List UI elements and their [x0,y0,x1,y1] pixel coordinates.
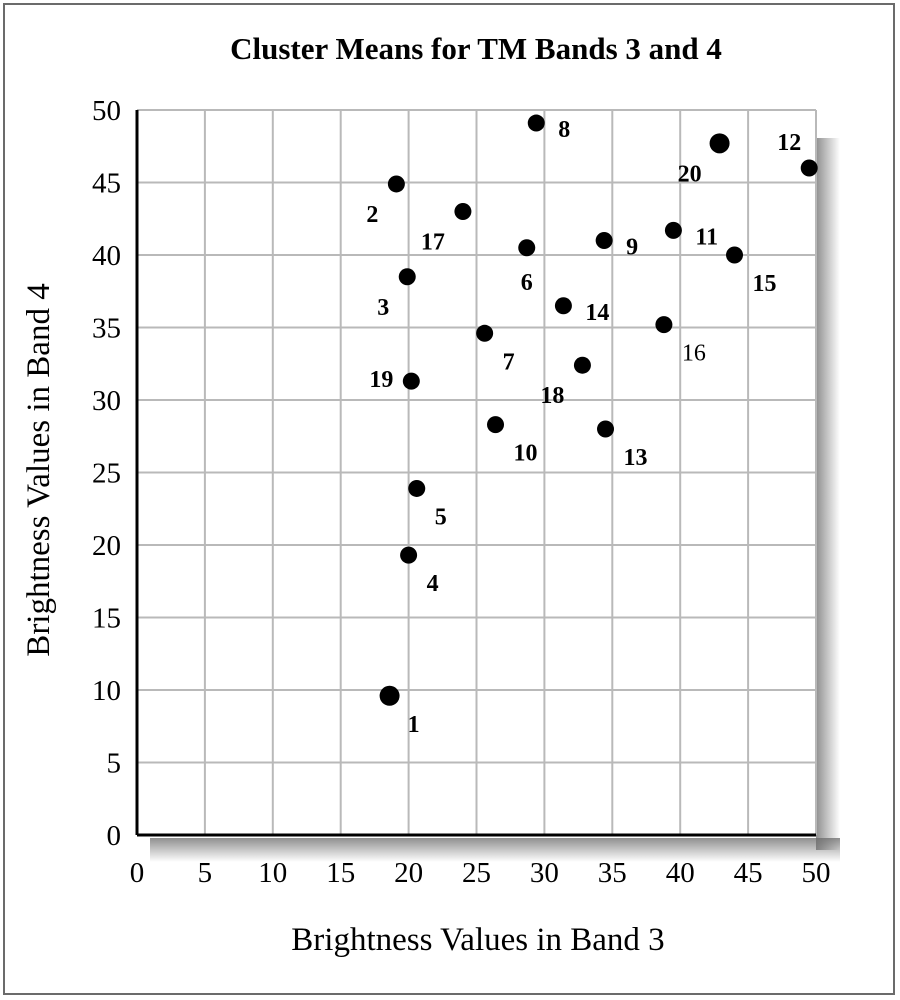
y-axis-label: Brightness Values in Band 4 [21,283,57,656]
data-point-2 [387,175,405,193]
data-label-13: 13 [624,445,648,471]
data-point-6 [518,239,536,257]
x-tick-label: 20 [394,857,423,889]
y-tick-label: 35 [92,313,121,345]
data-point-3 [398,268,416,286]
data-point-8 [527,114,545,132]
x-tick-label: 15 [326,857,355,889]
data-point-19 [402,372,420,390]
y-tick-label: 50 [92,95,121,127]
data-label-1: 1 [408,712,420,738]
y-tick-label: 5 [107,748,122,780]
data-label-19: 19 [369,367,393,393]
plot-shadow-right [816,138,840,850]
data-point-20 [709,133,730,154]
x-tick-label: 0 [130,857,145,889]
x-tick-labels: 0 5 10 15 20 25 30 35 40 45 50 [130,857,831,889]
y-tick-label: 15 [92,603,121,635]
data-point-9 [595,232,613,249]
x-tick-label: 30 [530,857,559,889]
data-label-14: 14 [585,300,609,326]
data-point-1 [379,685,400,706]
data-point-7 [476,324,494,342]
data-label-7: 7 [503,349,515,375]
data-point-16 [655,316,673,334]
x-tick-label: 45 [734,857,763,889]
data-label-11: 11 [695,224,718,250]
data-label-3: 3 [377,295,389,321]
y-tick-label: 10 [92,675,121,707]
data-point-15 [726,246,744,264]
data-label-6: 6 [521,270,533,296]
data-point-10 [487,416,505,434]
data-label-4: 4 [427,571,439,597]
data-label-9: 9 [626,235,638,261]
data-point-12 [800,159,818,177]
x-tick-label: 50 [802,857,831,889]
data-label-20: 20 [678,161,702,187]
x-tick-label: 10 [258,857,287,889]
x-tick-label: 25 [462,857,491,889]
x-axis-label: Brightness Values in Band 3 [291,922,664,958]
y-tick-label: 20 [92,530,121,562]
y-tick-labels: 0 5 10 15 20 25 30 35 40 45 50 [92,95,121,852]
data-label-16: 16 [682,341,706,367]
data-label-17: 17 [421,230,445,256]
data-point-4 [400,546,418,564]
data-label-10: 10 [514,441,538,467]
y-tick-label: 0 [107,820,122,852]
data-label-15: 15 [753,271,777,297]
data-point-13 [597,420,615,438]
data-point-11 [664,221,682,239]
data-label-12: 12 [777,130,801,156]
x-tick-label: 40 [666,857,695,889]
data-point-17 [454,203,472,220]
y-tick-label: 40 [92,240,121,272]
data-label-2: 2 [366,202,378,228]
data-point-18 [573,356,591,374]
chart-title: Cluster Means for TM Bands 3 and 4 [230,31,722,66]
data-label-8: 8 [558,117,570,143]
x-tick-label: 35 [598,857,627,889]
y-tick-label: 45 [92,168,121,200]
y-tick-label: 25 [92,458,121,490]
data-point-5 [408,479,426,497]
data-label-5: 5 [435,504,447,530]
data-point-14 [554,297,572,315]
plot-shadow-bottom [150,838,840,862]
x-tick-label: 5 [198,857,213,889]
data-label-18: 18 [540,383,564,409]
y-tick-label: 30 [92,385,121,417]
